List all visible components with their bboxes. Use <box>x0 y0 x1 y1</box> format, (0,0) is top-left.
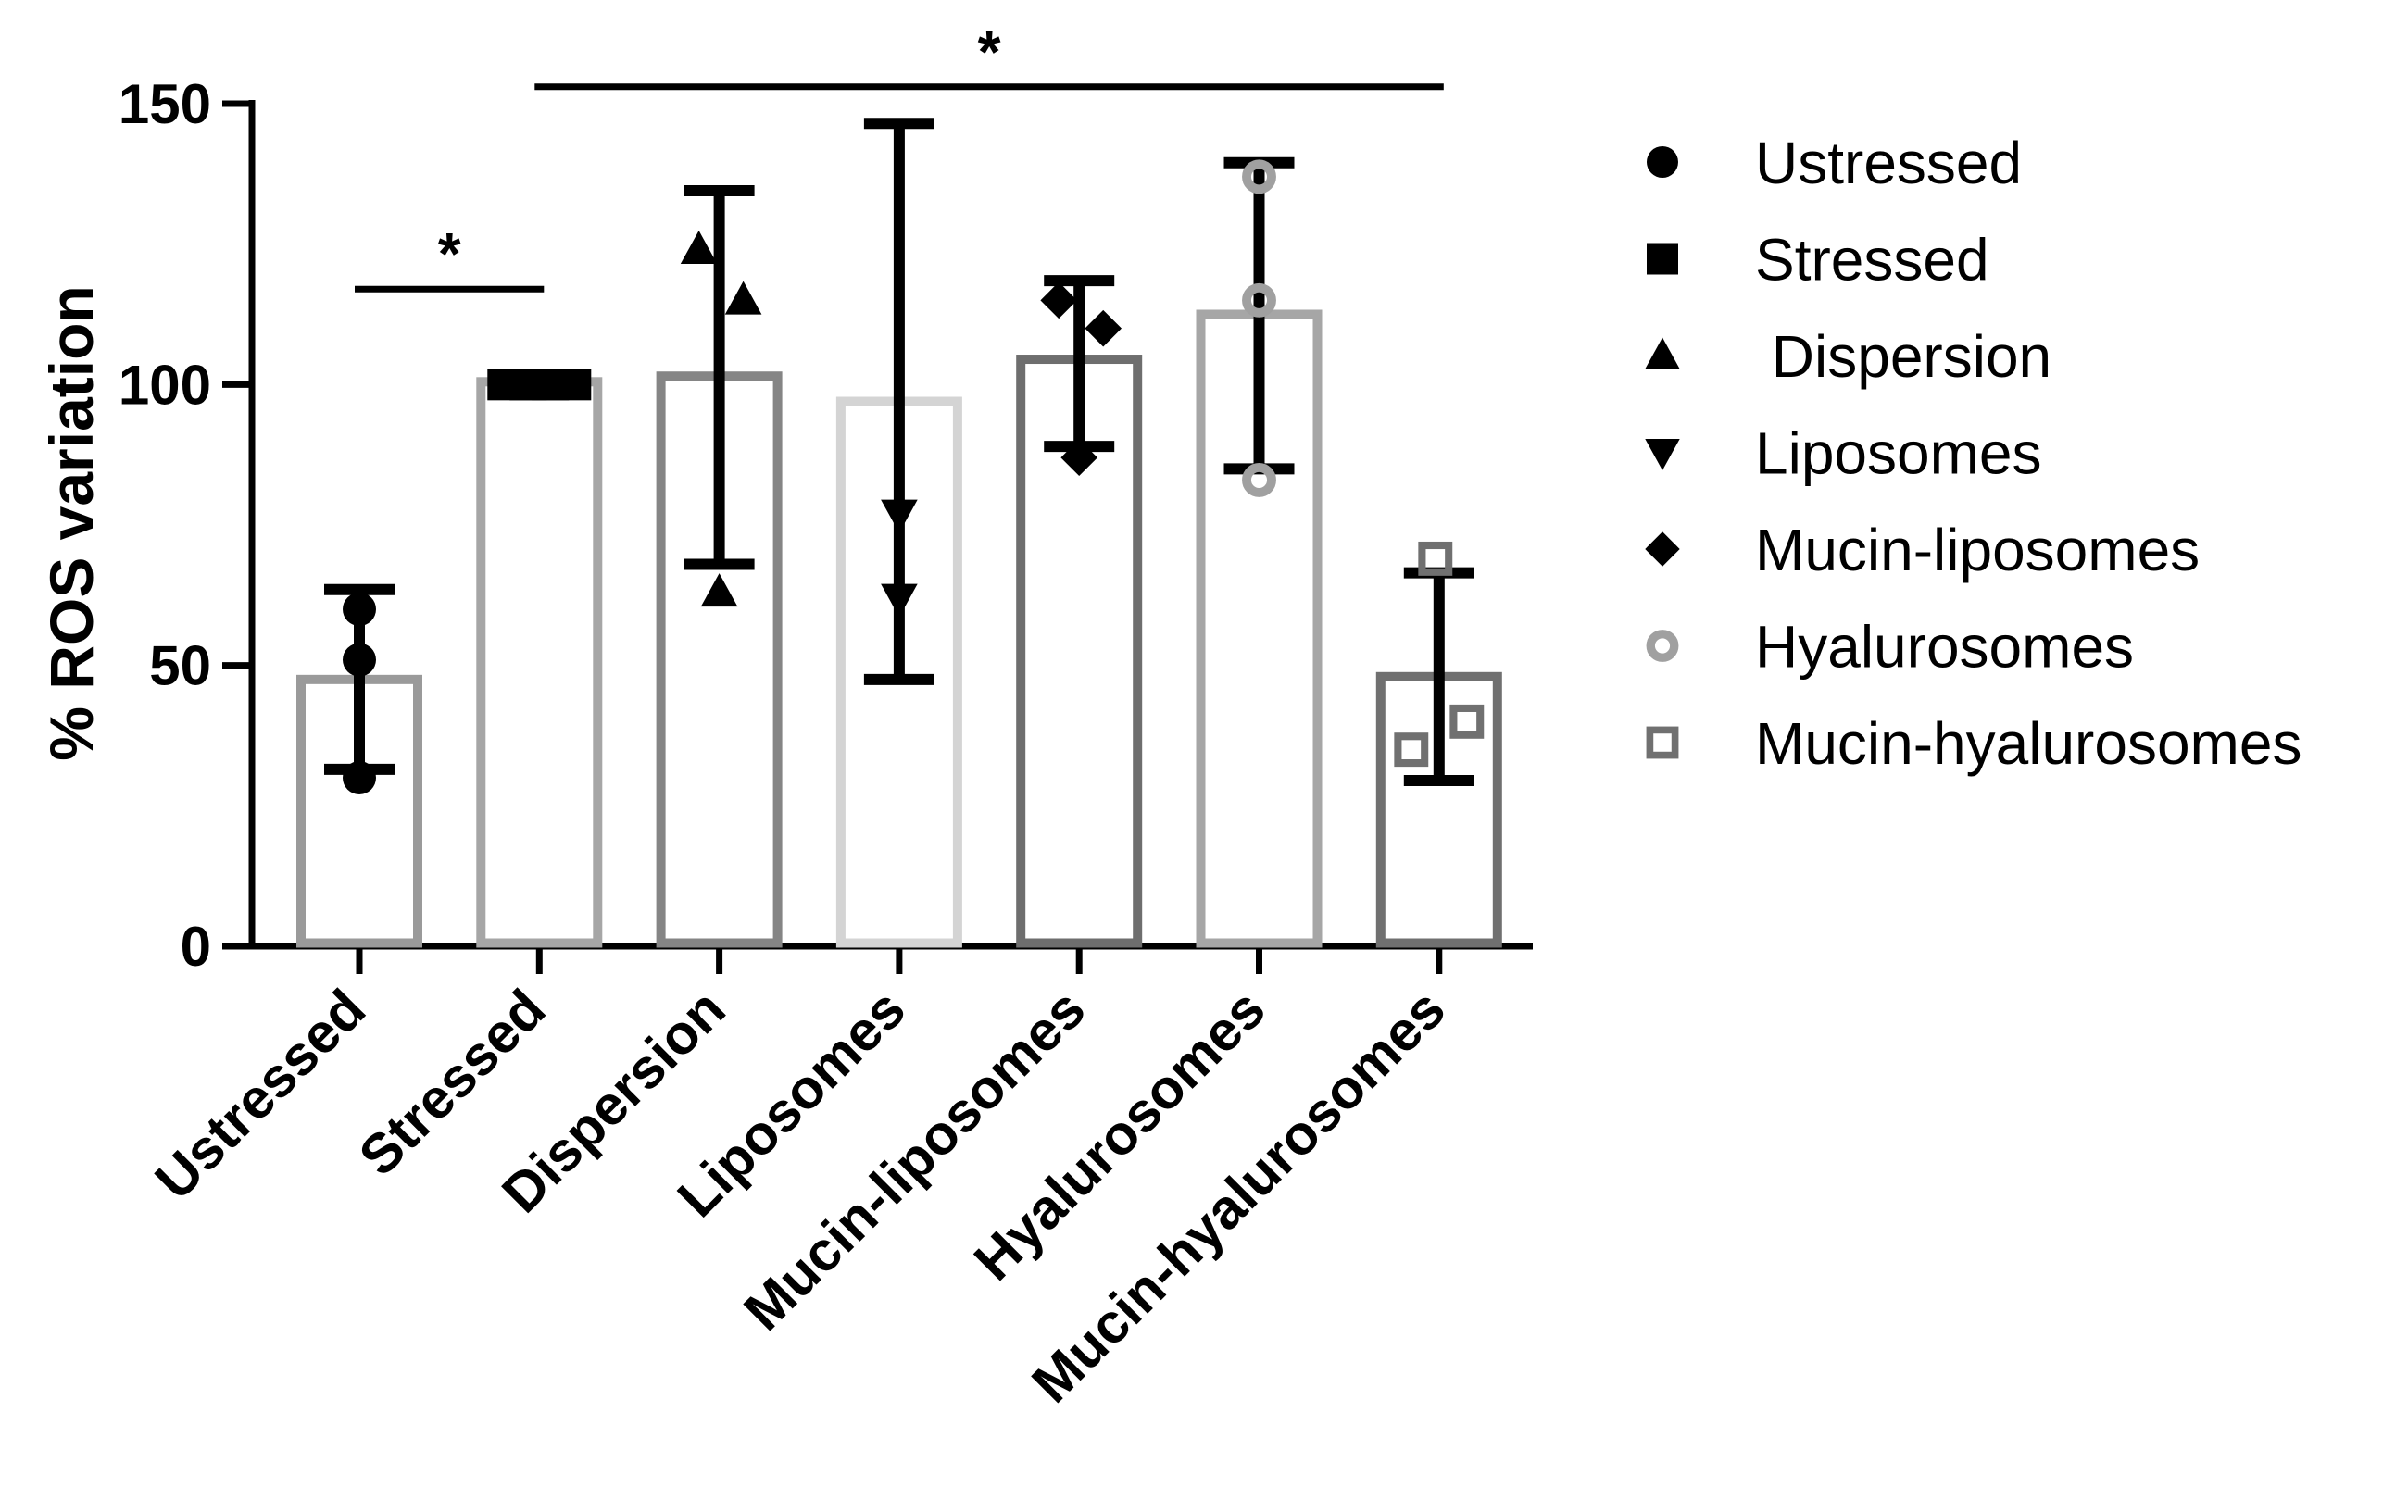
legend-marker-stressed <box>1647 243 1678 275</box>
category-labels: UstressedStressedDispersionLiposomesMuci… <box>144 978 1457 1415</box>
legend-label-hyalurosomes: Hyalurosomes <box>1755 614 2134 681</box>
legend: Ustressed Stressed Dispersion Liposomes Muc… <box>1645 130 2301 777</box>
data-points <box>343 159 1485 794</box>
point-hyalurosomes-2 <box>1242 282 1276 318</box>
legend-marker-hyalurosomes <box>1646 630 1679 662</box>
point-mucin-hyalurosomes-2 <box>1449 704 1485 739</box>
point-liposomes-1 <box>881 499 918 533</box>
category-label-ustressed: Ustressed <box>144 978 378 1212</box>
point-ustressed-3 <box>343 761 376 794</box>
point-mucin-liposomes-1 <box>1040 281 1077 319</box>
legend-label-mucin-hyalurosomes: Mucin-hyalurosomes <box>1755 710 2301 777</box>
significance-annotations: ** <box>355 19 1444 293</box>
point-dispersion-3 <box>700 573 738 607</box>
point-hyalurosomes-3 <box>1242 463 1276 497</box>
point-ustressed-1 <box>343 593 376 626</box>
point-ustressed-2 <box>343 643 376 677</box>
legend-marker-liposomes <box>1645 439 1680 471</box>
significance-label-1: * <box>438 220 461 287</box>
category-label-mucin-liposomes: Mucin-liposomes <box>732 978 1097 1343</box>
point-stressed-3 <box>532 369 592 401</box>
point-mucin-liposomes-2 <box>1085 309 1122 347</box>
y-tick-label-100: 100 <box>119 354 211 416</box>
legend-marker-mucin-hyalurosomes <box>1646 726 1679 759</box>
significance-label-2: * <box>978 19 1001 85</box>
y-tick-label-50: 50 <box>149 635 211 697</box>
y-axis-title: % ROS variation <box>37 285 106 760</box>
y-tick-label-150: 150 <box>119 73 211 135</box>
legend-label-ustressed: Ustressed <box>1755 130 2022 196</box>
point-dispersion-1 <box>680 231 718 265</box>
y-tick-label-0: 0 <box>181 916 211 978</box>
legend-label-liposomes: Liposomes <box>1755 420 2042 487</box>
legend-label-dispersion: Dispersion <box>1755 323 2051 390</box>
legend-marker-mucin-liposomes <box>1645 531 1680 567</box>
error-bars <box>324 118 1474 787</box>
point-mucin-liposomes-3 <box>1060 439 1097 476</box>
legend-label-mucin-liposomes: Mucin-liposomes <box>1755 517 2200 583</box>
point-hyalurosomes-1 <box>1242 159 1276 194</box>
legend-marker-dispersion <box>1645 337 1680 369</box>
legend-marker-ustressed <box>1647 146 1678 178</box>
point-mucin-hyalurosomes-1 <box>1418 541 1453 576</box>
point-liposomes-2 <box>881 583 918 618</box>
point-dispersion-2 <box>724 281 762 315</box>
bar-stressed <box>476 377 603 948</box>
legend-label-stressed: Stressed <box>1755 227 1989 294</box>
axes: 0 50 100 150 <box>119 73 1533 978</box>
point-mucin-hyalurosomes-3 <box>1394 732 1429 768</box>
